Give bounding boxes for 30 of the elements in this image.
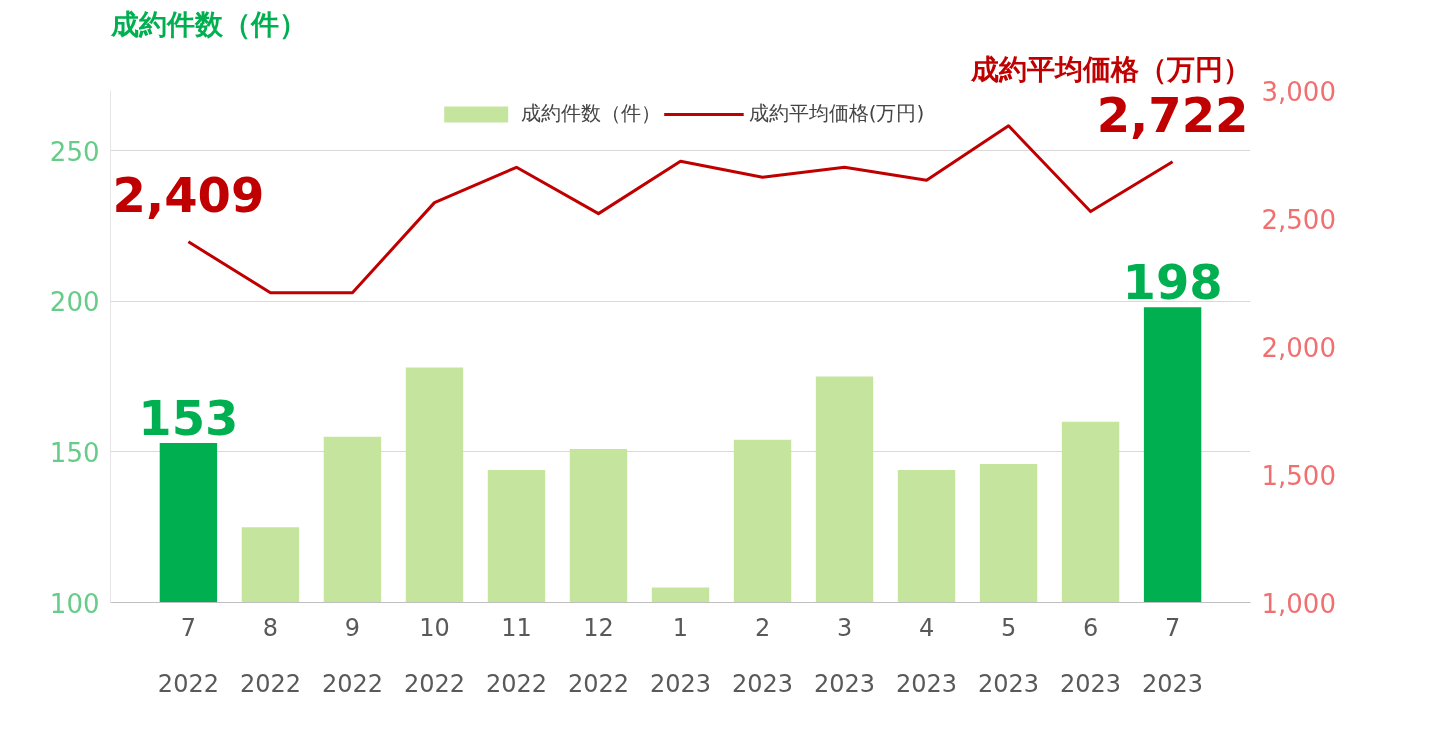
data-label: 198 [1122,254,1223,311]
y-axis-title: 成約件数（件） [109,7,307,41]
y2-axis-title: 成約平均価格（万円） [969,52,1251,86]
data-label: 2,722 [1096,86,1249,143]
y-tick-label: 100 [49,588,100,619]
x-tick-label: 6 2023 [1060,613,1122,698]
legend-label: 成約件数（件） [520,100,661,127]
x-tick-label: 3 2023 [813,613,876,698]
x-tick-label: 7 2023 [1142,613,1204,698]
x-tick-label: 8 2022 [239,613,301,698]
x-tick-label: 10 2022 [403,613,465,698]
x-tick-label: 1 2023 [649,613,712,698]
y2-tick-label: 1,500 [1261,460,1336,491]
data-label: 153 [138,389,239,446]
legend-label: 成約平均価格(万円) [748,100,925,127]
y-tick-label: 150 [49,437,100,468]
x-tick-label: 12 2022 [567,613,630,698]
y-tick-label: 250 [49,136,100,167]
x-tick-label: 7 2022 [157,613,219,698]
y2-tick-label: 2,500 [1261,204,1336,235]
x-tick-label: 11 2022 [485,613,548,698]
x-tick-label: 2 2023 [731,613,794,698]
y2-tick-label: 2,000 [1261,332,1336,363]
x-tick-label: 9 2022 [321,613,383,698]
y2-tick-label: 3,000 [1261,76,1336,107]
x-tick-label: 5 2023 [978,613,1040,698]
data-label: 2,409 [112,166,265,223]
y2-tick-label: 1,000 [1261,588,1336,619]
y-tick-label: 200 [49,287,100,318]
x-tick-label: 4 2023 [896,613,958,698]
